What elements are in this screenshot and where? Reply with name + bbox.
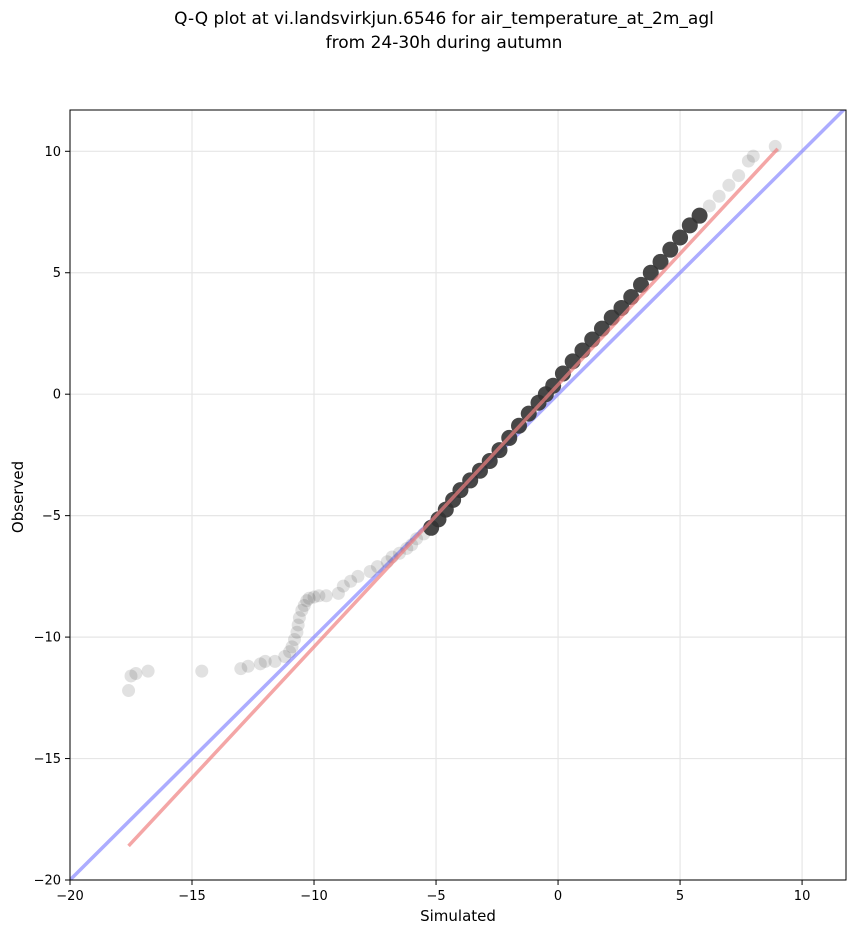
data-point — [241, 659, 255, 673]
data-point — [124, 669, 138, 683]
data-point — [712, 189, 726, 203]
data-point — [141, 664, 155, 678]
data-point — [545, 377, 562, 394]
data-point — [319, 589, 333, 603]
fit-line — [127, 147, 779, 848]
x-tick-label: −20 — [56, 889, 83, 904]
data-point — [292, 611, 306, 625]
data-point — [481, 452, 498, 469]
x-tick-label: 10 — [794, 889, 811, 904]
data-point — [297, 599, 311, 613]
points-group — [122, 139, 782, 698]
x-tick-label: 5 — [676, 889, 684, 904]
plot-frame — [69, 109, 847, 881]
data-point — [290, 625, 304, 639]
y-tick-label: 10 — [44, 145, 61, 160]
x-tick-label: 0 — [554, 889, 562, 904]
data-point — [642, 264, 659, 281]
data-point — [122, 684, 136, 698]
data-point — [302, 591, 316, 605]
data-point — [405, 538, 419, 552]
y-axis-label: Observed — [9, 461, 27, 533]
chart-title-line-1: Q-Q plot at vi.landsvirkjun.6546 for air… — [174, 9, 714, 29]
y-tick-label: −10 — [34, 631, 61, 646]
y-gridlines — [70, 150, 846, 881]
data-point — [370, 560, 384, 574]
data-point — [234, 662, 248, 676]
data-point — [746, 149, 760, 163]
data-point — [672, 229, 689, 246]
y-tick-label: 0 — [53, 388, 61, 403]
fit-line-group — [127, 147, 779, 848]
y-tick-label: −20 — [34, 874, 61, 889]
data-point — [331, 586, 345, 600]
y-axis-ticks: −20 −15 −10 −5 0 5 10 — [34, 145, 70, 889]
data-point — [295, 603, 309, 617]
data-point — [300, 594, 314, 608]
data-point — [702, 199, 716, 213]
data-point — [312, 589, 326, 603]
data-point — [129, 667, 143, 681]
data-point — [336, 579, 350, 593]
y-tick-label: −15 — [34, 752, 61, 767]
data-point — [363, 565, 377, 579]
data-point — [681, 217, 698, 234]
data-point — [253, 657, 267, 671]
chart-title-line-2: from 24-30h during autumn — [326, 33, 563, 53]
x-axis-label: Simulated — [420, 907, 496, 925]
y-tick-label: 5 — [53, 266, 61, 281]
data-point — [291, 618, 305, 632]
y-tick-label: −5 — [42, 509, 61, 524]
x-tick-label: −5 — [426, 889, 445, 904]
data-point — [722, 178, 736, 192]
x-tick-label: −10 — [300, 889, 327, 904]
data-point — [732, 169, 746, 183]
data-point — [691, 207, 708, 224]
data-point — [741, 154, 755, 168]
x-tick-label: −15 — [178, 889, 205, 904]
x-axis-ticks: −20 −15 −10 −5 0 5 10 — [56, 880, 810, 904]
data-point — [652, 253, 669, 270]
data-point — [258, 654, 272, 668]
data-point — [285, 640, 299, 654]
data-point — [283, 645, 297, 659]
data-point — [662, 241, 679, 258]
data-point — [195, 664, 209, 678]
data-point — [278, 650, 292, 664]
data-point — [351, 569, 365, 583]
data-point — [268, 654, 282, 668]
data-point — [288, 633, 302, 647]
data-point — [307, 590, 321, 604]
data-point — [344, 574, 358, 588]
